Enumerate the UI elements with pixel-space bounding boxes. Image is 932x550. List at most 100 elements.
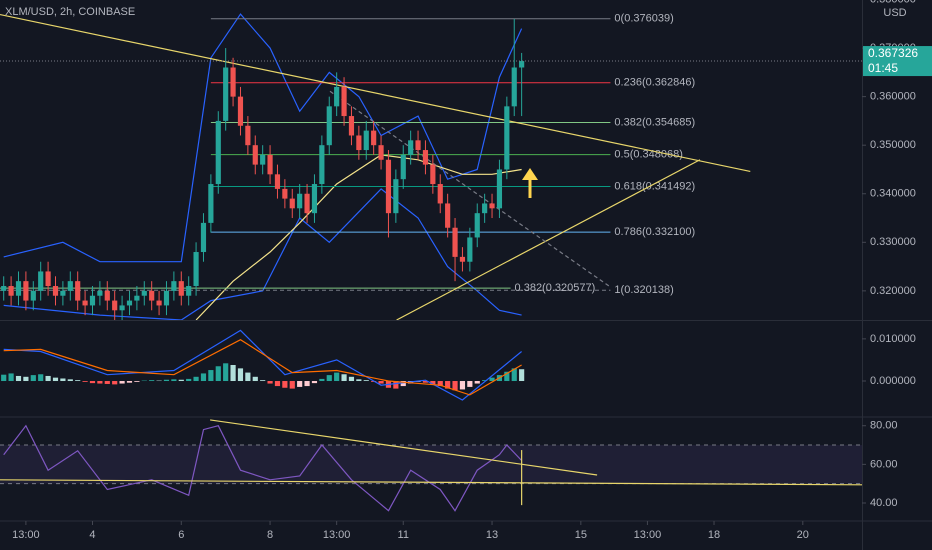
candle-body: [193, 252, 199, 287]
price-pane: 0(0.376039) 0.236(0.362846) 0.382(0.354685…: [0, 13, 862, 320]
histogram-bar: [52, 377, 59, 382]
histogram-bar: [504, 371, 510, 382]
candle-body: [311, 184, 318, 214]
histogram-bar: [282, 381, 288, 388]
candle-body: [52, 286, 59, 296]
candle-body: [60, 290, 66, 296]
candle-body: [141, 290, 147, 296]
trend-line: [0, 13, 751, 172]
histogram-bar: [311, 381, 318, 384]
histogram-bar: [474, 381, 480, 384]
histogram-bar: [89, 381, 96, 384]
histogram-bar: [400, 381, 406, 387]
histogram-bar: [445, 381, 451, 389]
candle-body: [452, 227, 458, 257]
candle-body: [489, 203, 495, 209]
histogram-bar: [393, 381, 399, 389]
y-tick-label: 0.360000: [870, 91, 916, 103]
histogram-bar: [119, 381, 125, 384]
candle-body: [45, 271, 51, 287]
histogram-bar: [252, 376, 258, 382]
histogram-bar: [134, 381, 140, 382]
symbol-title: XLM/USD, 2h, COINBASE: [5, 6, 135, 18]
histogram-bar: [67, 379, 73, 382]
histogram-bar: [482, 380, 488, 382]
histogram-bar: [126, 381, 133, 383]
y-tick-label: 0.350000: [870, 139, 916, 151]
histogram-bar: [193, 376, 199, 382]
rsi-pane: [0, 419, 862, 512]
candle-body: [223, 67, 229, 121]
histogram-bar: [467, 381, 473, 387]
candle-body: [38, 271, 44, 291]
rsi-line: [3, 424, 523, 512]
candle-body: [474, 213, 480, 238]
candle-body: [156, 300, 162, 306]
candle-body: [400, 154, 406, 180]
annotation-arrow: [522, 168, 538, 198]
candle-body: [511, 67, 517, 107]
candle-body: [230, 67, 236, 97]
histogram-bar: [489, 377, 495, 382]
histogram-bar: [1, 374, 7, 382]
candle-body: [178, 281, 184, 296]
candle-body: [282, 188, 288, 199]
histogram-bar: [348, 376, 355, 382]
candle-body: [149, 290, 155, 301]
histogram-bar: [186, 378, 192, 382]
histogram-bar: [356, 379, 362, 382]
overlay-line: [195, 154, 522, 320]
histogram-bar: [30, 375, 36, 382]
histogram-bar: [511, 368, 517, 382]
x-tick-label: 15: [575, 529, 587, 541]
candle-body: [82, 300, 88, 306]
candle-body: [208, 184, 214, 223]
x-tick-label: 8: [267, 529, 273, 541]
macd-line: [3, 339, 522, 396]
histogram-bar: [519, 369, 525, 382]
candle-body: [289, 198, 295, 209]
candle-body: [1, 286, 7, 291]
histogram-bar: [82, 381, 88, 382]
candle-body: [371, 130, 377, 146]
macd-line: [3, 329, 522, 401]
last-price-tag: [863, 46, 932, 77]
trend-line: [0, 479, 862, 486]
candle-body: [415, 140, 421, 151]
trend-line: [210, 419, 598, 476]
histogram-bar: [38, 374, 44, 382]
currency-label: USD: [883, 7, 906, 19]
y-tick-label: 0.320000: [870, 285, 916, 297]
candle-body: [341, 86, 347, 117]
histogram-bar: [104, 381, 110, 384]
candle-body: [519, 61, 525, 68]
candle-body: [112, 300, 118, 311]
x-tick-label: 13:00: [634, 529, 662, 541]
trend-line: [329, 90, 611, 287]
candle-body: [378, 145, 384, 160]
fib-label: 0.236(0.362846): [614, 77, 695, 89]
macd-pane: [1, 329, 525, 401]
candle-body: [437, 184, 443, 204]
histogram-bar: [245, 372, 251, 382]
fib-label: 0.5(0.348068): [614, 148, 683, 160]
candle-body: [422, 150, 429, 165]
histogram-bar: [267, 381, 273, 384]
histogram-bar: [200, 373, 207, 382]
histogram-bar: [363, 380, 369, 382]
histogram-bar: [215, 366, 221, 382]
x-tick-label: 11: [398, 529, 409, 541]
x-tick-label: 18: [708, 529, 720, 541]
y-tick-label: 0.010000: [870, 333, 916, 345]
y-tick-label: 0.000000: [870, 375, 916, 387]
candle-body: [134, 295, 140, 301]
histogram-bar: [237, 368, 244, 382]
histogram-bar: [260, 380, 266, 382]
axes: 0.320000 0.330000 0.340000 0.350000 0.360000…: [12, 0, 932, 541]
candle-body: [408, 140, 414, 155]
y-tick-label: 40.00: [870, 497, 898, 509]
histogram-bar: [274, 381, 281, 387]
candle-body: [245, 125, 251, 146]
histogram-bar: [378, 381, 384, 384]
